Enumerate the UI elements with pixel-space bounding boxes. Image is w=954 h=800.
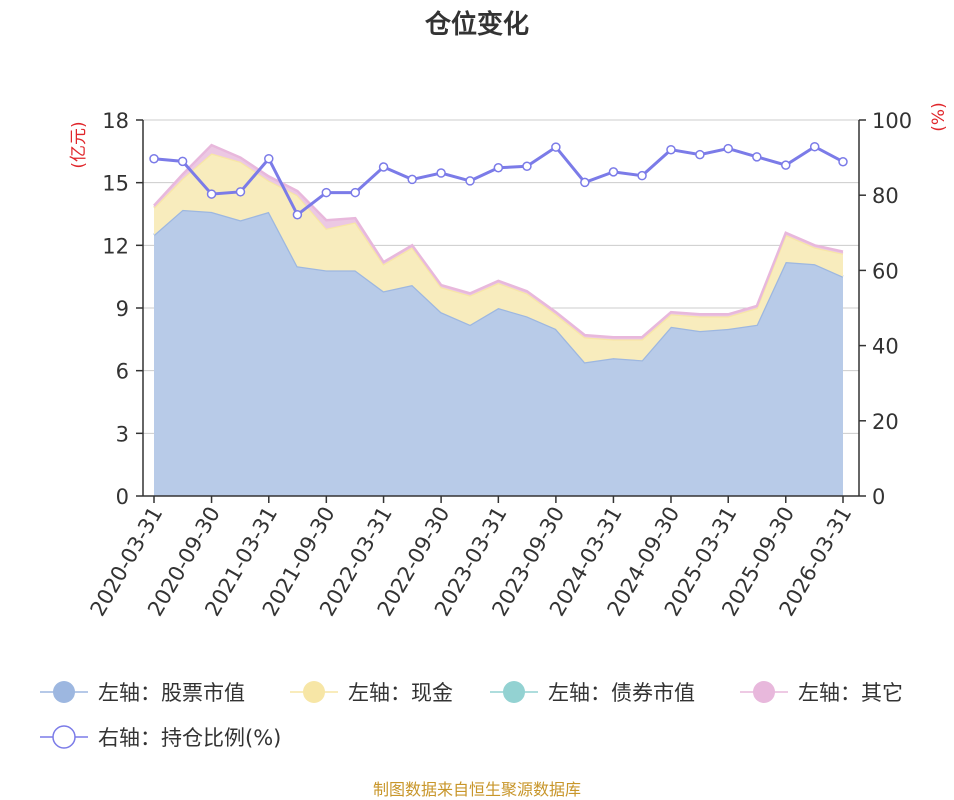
ratio-point [235,187,246,197]
legend-label: 左轴：现金 [348,681,453,705]
ratio-series [149,141,848,220]
left-tick-label: 12 [102,234,129,258]
ratio-point [752,152,762,162]
area-cash [154,153,843,363]
legend-label: 左轴：债券市值 [548,681,695,705]
left-tick-label: 6 [116,360,129,384]
legend-marker [503,681,525,703]
ratio-point [493,163,504,173]
left-tick-label: 9 [116,297,129,321]
left-unit-label: (亿元) [69,121,89,168]
ratio-point [378,162,389,172]
ratio-point [522,161,532,171]
legend-label: 左轴：其它 [798,681,903,705]
left-tick-label: 15 [102,172,129,196]
right-tick-label: 60 [872,259,899,283]
ratio-point [206,189,217,199]
right-tick-label: 20 [872,410,899,434]
ratio-point [177,156,188,167]
ratio-point [551,142,561,152]
chart-title: 仓位变化 [424,9,529,40]
right-tick-label: 100 [872,109,912,133]
ratio-point [723,143,733,154]
ratio-point [149,153,159,164]
ratio-point [321,187,332,198]
ratio-point [637,170,647,181]
left-tick-label: 3 [116,422,129,446]
right-tick-label: 0 [872,485,885,509]
area-stock [154,209,843,497]
ratio-point [436,168,446,178]
ratio-point [695,149,705,160]
ratio-point [465,176,475,186]
ratio-point [838,156,848,167]
legend-marker [52,725,76,749]
left-tick-label: 18 [102,109,129,133]
ratio-point [264,153,274,164]
left-tick-label: 0 [116,485,129,509]
legend-marker [303,681,325,703]
right-tick-label: 80 [872,184,899,208]
legend-label: 左轴：股票市值 [98,681,245,705]
legend-marker [53,681,75,703]
right-unit-label: (%) [929,102,949,131]
ratio-point [350,187,361,198]
ratio-point [580,177,590,188]
ratio-point [666,144,676,155]
source-note: 制图数据来自恒生聚源数据库 [373,780,581,799]
ratio-point [608,167,619,177]
line-other [153,143,844,339]
ratio-point [781,160,791,170]
legend-marker [753,681,775,703]
stacked-areas [153,143,844,497]
ratio-point [292,210,303,220]
right-tick-label: 40 [872,335,899,359]
ratio-point [809,141,820,152]
ratio-point [407,174,417,185]
legend-label: 右轴：持仓比例(%) [98,726,281,750]
